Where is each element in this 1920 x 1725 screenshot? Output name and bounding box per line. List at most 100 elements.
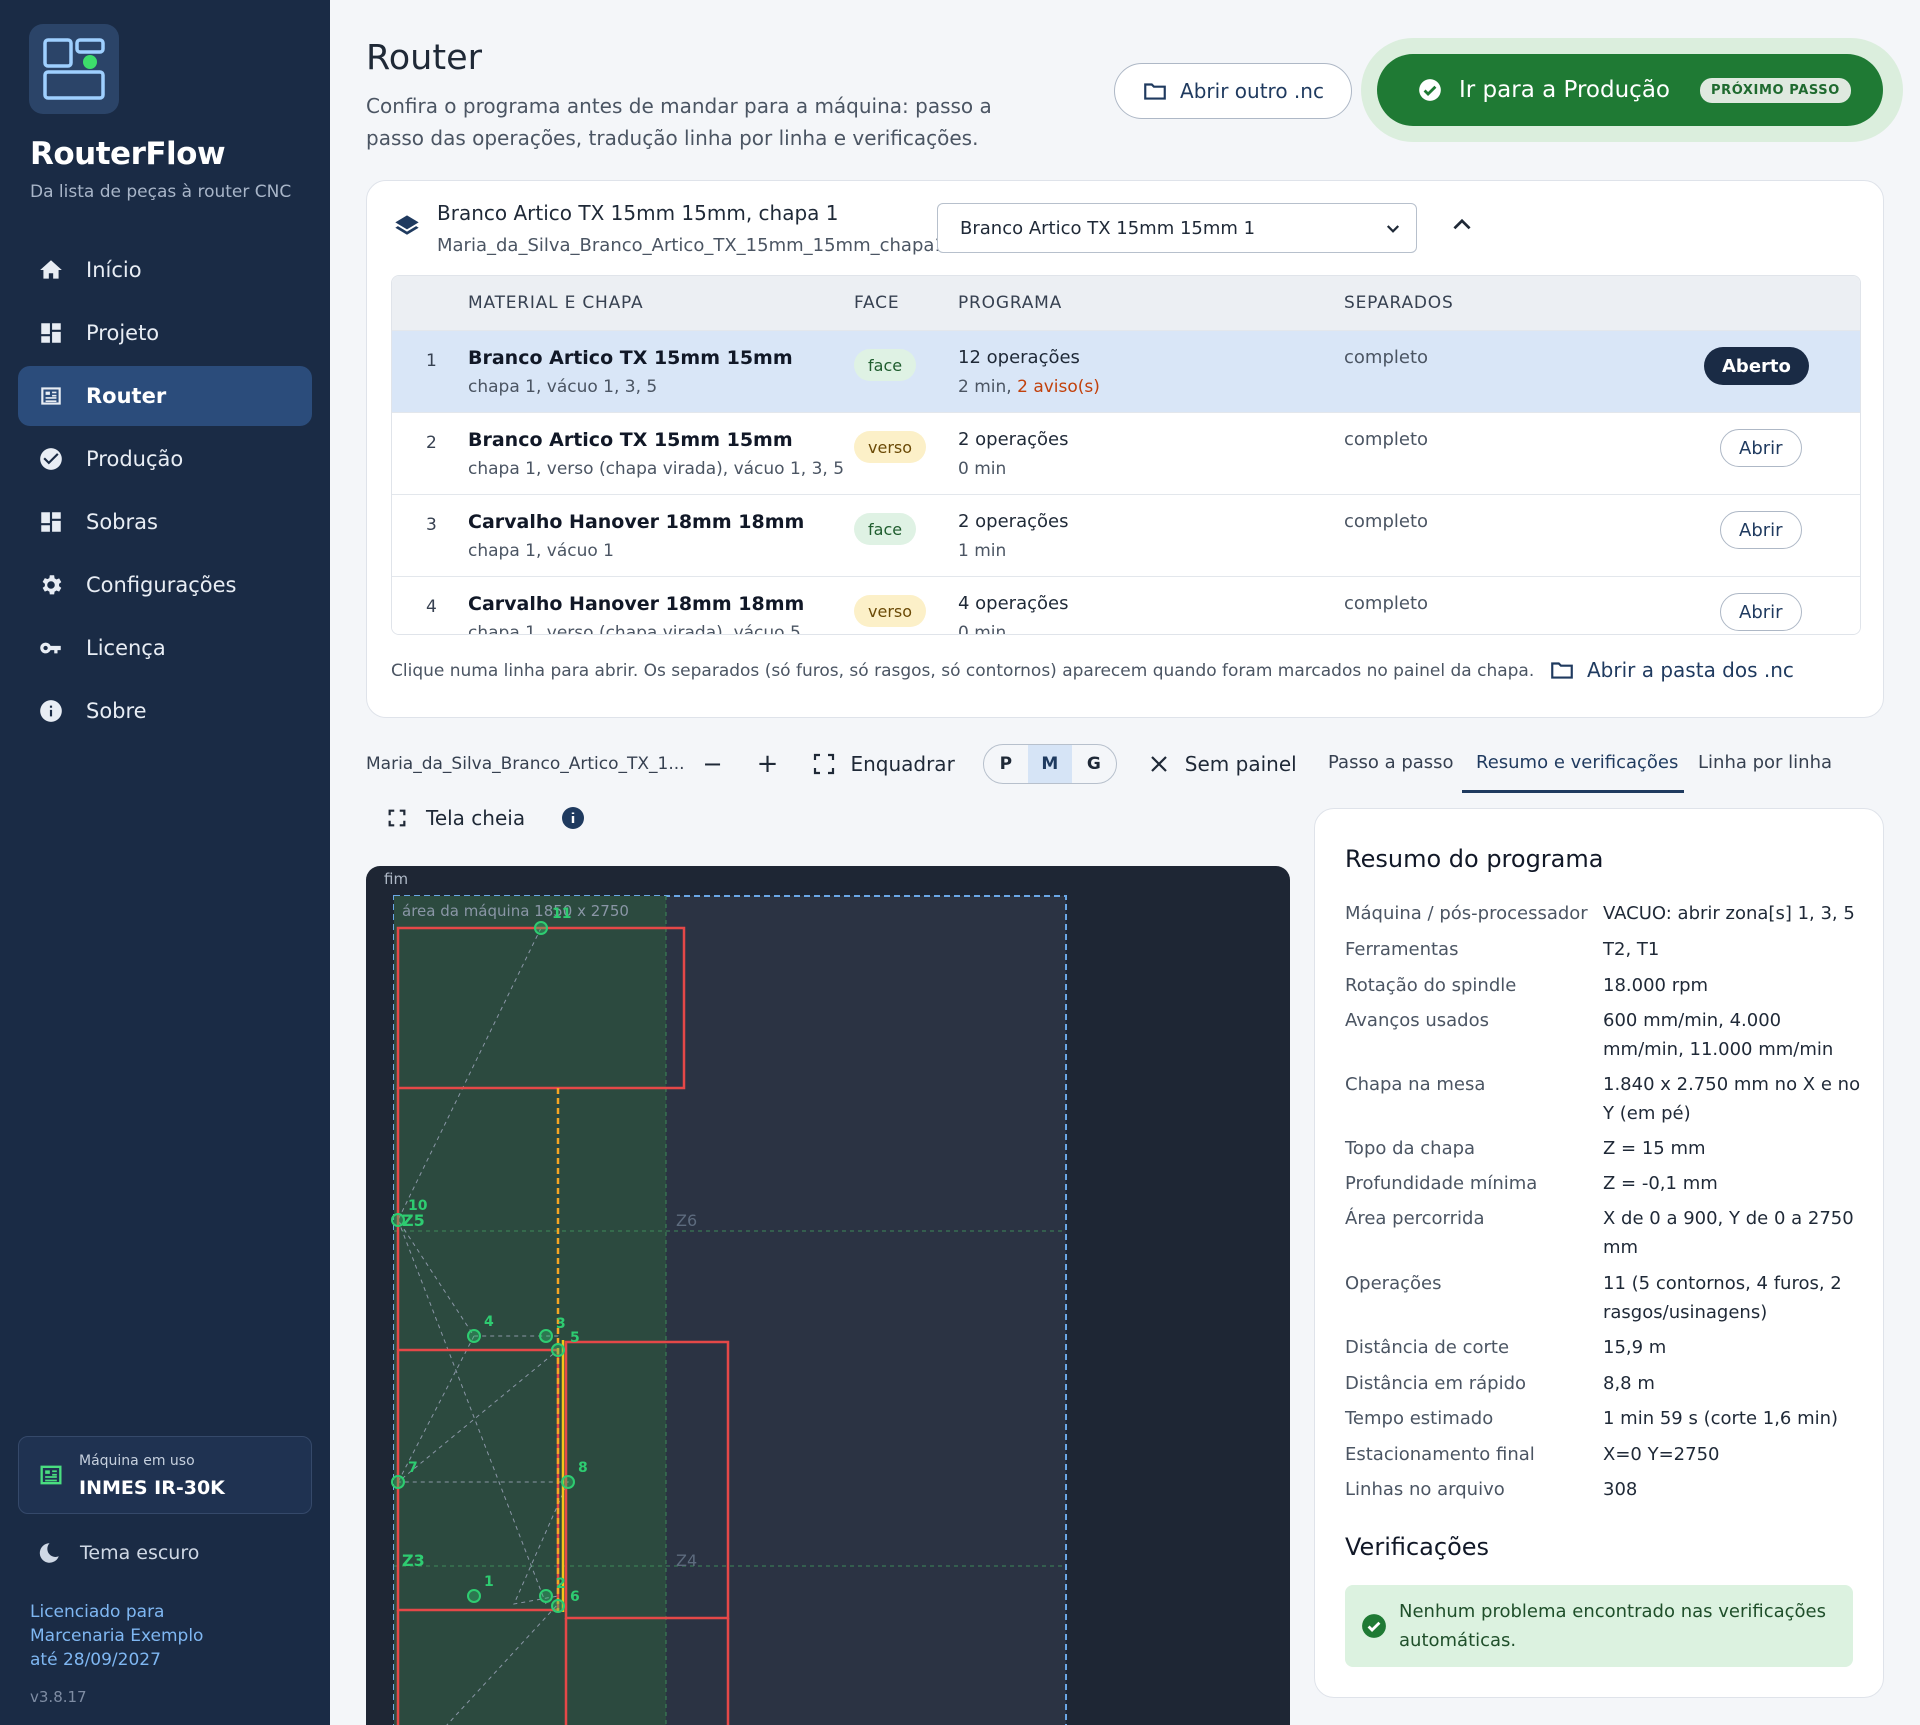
machine-label: Máquina em uso bbox=[79, 1453, 195, 1469]
open-button[interactable]: Abrir bbox=[1720, 593, 1802, 631]
column-header: MATERIAL E CHAPA bbox=[468, 293, 644, 313]
size-medium-button[interactable]: M bbox=[1027, 745, 1072, 783]
open-button[interactable]: Abrir bbox=[1720, 511, 1802, 549]
verso-badge: verso bbox=[854, 431, 927, 463]
app-tagline: Da lista de peças à router CNC bbox=[30, 182, 292, 202]
row-index: 3 bbox=[426, 515, 437, 535]
sheet-select[interactable]: Branco Artico TX 15mm 15mm 1 bbox=[937, 203, 1417, 253]
production-button-halo: Ir para a Produção PRÓXIMO PASSO bbox=[1361, 38, 1903, 142]
app-logo bbox=[29, 24, 119, 114]
summary-key: Máquina / pós-processador bbox=[1345, 903, 1588, 924]
row-index: 4 bbox=[426, 597, 437, 617]
tab-linha-por-linha[interactable]: Linha por linha bbox=[1698, 752, 1833, 773]
open-other-nc-button[interactable]: Abrir outro .nc bbox=[1114, 63, 1352, 119]
logo-icon bbox=[43, 38, 105, 100]
row-separados: completo bbox=[1344, 593, 1429, 614]
summary-value: 1.840 x 2.750 mm no X e no Y (em pé) bbox=[1603, 1074, 1861, 1124]
point-label: 11 bbox=[552, 906, 571, 922]
sidebar-item-projeto[interactable]: Projeto bbox=[18, 303, 312, 363]
row-warnings[interactable]: 2 aviso(s) bbox=[1017, 377, 1100, 397]
table-row[interactable]: 4 Carvalho Hanover 18mm 18mm chapa 1, ve… bbox=[392, 576, 1860, 634]
sheet-area bbox=[394, 896, 666, 1725]
point-label: 3 bbox=[556, 1316, 566, 1332]
machine-card[interactable]: Máquina em uso INMES IR-30K bbox=[18, 1436, 312, 1514]
row-time: 1 min bbox=[958, 541, 1007, 561]
info-icon[interactable] bbox=[561, 806, 585, 830]
fullscreen-label: Tela cheia bbox=[426, 806, 526, 830]
tab-resumo-verificacoes[interactable]: Resumo e verificações bbox=[1476, 752, 1679, 773]
zoom-out-button[interactable]: − bbox=[702, 750, 723, 778]
sheet-select-value: Branco Artico TX 15mm 15mm 1 bbox=[960, 217, 1256, 239]
sidebar-item-configuracoes[interactable]: Configurações bbox=[18, 555, 312, 615]
info-icon bbox=[40, 700, 62, 722]
canvas-corner-label: fim bbox=[384, 870, 408, 888]
open-other-nc-label: Abrir outro .nc bbox=[1180, 79, 1324, 103]
open-nc-folder-link[interactable]: Abrir a pasta dos .nc bbox=[1549, 657, 1794, 683]
table-hint: Clique numa linha para abrir. Os separad… bbox=[391, 661, 1535, 681]
license-holder: Marcenaria Exemplo bbox=[30, 1626, 204, 1646]
summary-key: Tempo estimado bbox=[1345, 1408, 1494, 1429]
sidebar-item-sobre[interactable]: Sobre bbox=[18, 681, 312, 741]
sidebar-item-router[interactable]: Router bbox=[18, 366, 312, 426]
size-large-button[interactable]: G bbox=[1086, 754, 1101, 774]
open-button[interactable]: Abrir bbox=[1720, 429, 1802, 467]
tab-passo-a-passo[interactable]: Passo a passo bbox=[1328, 752, 1454, 773]
sidebar-item-licenca[interactable]: Licença bbox=[18, 618, 312, 678]
summary-value: 600 mm/min, 4.000 mm/min, 11.000 mm/min bbox=[1603, 1010, 1834, 1060]
summary-value: 11 (5 contornos, 4 furos, 2 rasgos/usina… bbox=[1603, 1273, 1842, 1323]
chevron-up-icon[interactable] bbox=[1449, 211, 1475, 237]
summary-value: 1 min 59 s (corte 1,6 min) bbox=[1603, 1408, 1839, 1429]
page-title: Router bbox=[366, 38, 482, 78]
sidebar-item-producao[interactable]: Produção bbox=[18, 429, 312, 489]
opened-button[interactable]: Aberto bbox=[1704, 347, 1809, 385]
row-detail: chapa 1, vácuo 1 bbox=[468, 541, 614, 561]
zoom-in-button[interactable]: + bbox=[756, 749, 779, 779]
fit-button[interactable]: Enquadrar bbox=[812, 752, 955, 776]
go-to-production-button[interactable]: Ir para a Produção PRÓXIMO PASSO bbox=[1377, 54, 1883, 126]
summary-key: Operações bbox=[1345, 1273, 1442, 1294]
summary-key: Linhas no arquivo bbox=[1345, 1479, 1505, 1500]
summary-value: Z = 15 mm bbox=[1603, 1138, 1706, 1159]
sidebar-item-sobras[interactable]: Sobras bbox=[18, 492, 312, 552]
table-row[interactable]: 3 Carvalho Hanover 18mm 18mm chapa 1, vá… bbox=[392, 494, 1860, 576]
theme-toggle-label: Tema escuro bbox=[80, 1542, 200, 1564]
checks-ok-banner: Nenhum problema encontrado nas verificaç… bbox=[1345, 1585, 1853, 1667]
row-operations: 12 operações bbox=[958, 347, 1080, 368]
column-header: PROGRAMA bbox=[958, 293, 1063, 313]
theme-toggle[interactable]: Tema escuro bbox=[36, 1540, 199, 1566]
folder-icon bbox=[1144, 83, 1166, 100]
fullscreen-button[interactable]: Tela cheia bbox=[386, 806, 525, 830]
row-time: 2 min, 2 aviso(s) bbox=[958, 377, 1100, 397]
size-small-button[interactable]: P bbox=[999, 754, 1013, 774]
summary-value: Z = -0,1 mm bbox=[1603, 1173, 1718, 1194]
router-icon bbox=[41, 387, 61, 405]
point-label: 10 bbox=[408, 1198, 428, 1214]
program-card: Branco Artico TX 15mm 15mm, chapa 1 Mari… bbox=[366, 180, 1884, 718]
grid-icon bbox=[41, 512, 61, 532]
sidebar-item-inicio[interactable]: Início bbox=[18, 240, 312, 300]
toolpath-points bbox=[391, 921, 575, 1613]
column-header: FACE bbox=[854, 293, 900, 313]
fullscreen-icon bbox=[388, 809, 406, 827]
row-material: Carvalho Hanover 18mm 18mm bbox=[468, 511, 805, 533]
viewer-toolbar: Maria_da_Silva_Branco_Artico_TX_1... − +… bbox=[366, 744, 1297, 784]
sidebar-item-label: Projeto bbox=[86, 321, 160, 345]
summary-key: Distância de corte bbox=[1345, 1337, 1510, 1358]
go-to-production-label: Ir para a Produção bbox=[1459, 77, 1670, 103]
table-row[interactable]: 2 Branco Artico TX 15mm 15mm chapa 1, ve… bbox=[392, 412, 1860, 494]
row-separados: completo bbox=[1344, 511, 1429, 532]
open-nc-folder-label: Abrir a pasta dos .nc bbox=[1587, 658, 1794, 682]
face-badge: face bbox=[854, 513, 917, 545]
gear-icon bbox=[42, 575, 62, 595]
page-description: Confira o programa antes de mandar para … bbox=[366, 94, 992, 150]
table-row[interactable]: 1 Branco Artico TX 15mm 15mm chapa 1, vá… bbox=[392, 330, 1860, 412]
no-panel-button[interactable]: Sem painel bbox=[1147, 752, 1297, 776]
zone-label: Z5 bbox=[402, 1211, 425, 1230]
fit-frame-icon bbox=[814, 753, 835, 775]
sidebar-item-label: Sobre bbox=[86, 699, 147, 723]
summary-value: T2, T1 bbox=[1603, 939, 1660, 960]
sidebar: RouterFlow Da lista de peças à router CN… bbox=[0, 0, 330, 1725]
checks-title: Verificações bbox=[1345, 1533, 1490, 1561]
row-time-value: 2 min, bbox=[958, 377, 1018, 397]
toolpath-canvas[interactable]: fim área da máquina 1850 x 2750 Z5 Z6 Z3… bbox=[366, 866, 1290, 1725]
